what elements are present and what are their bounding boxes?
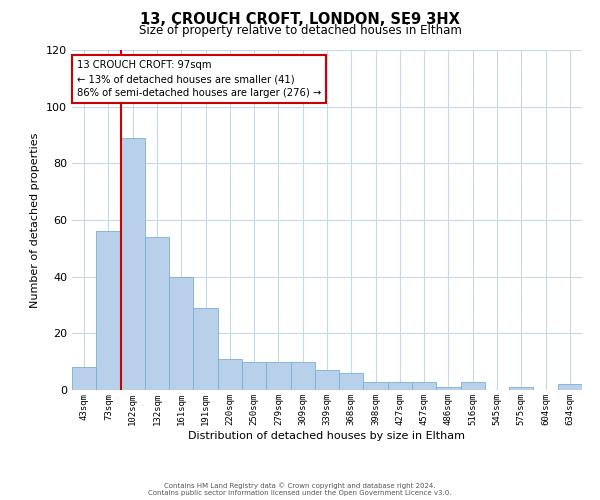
Bar (290, 362, 315, 390)
Y-axis label: Number of detached properties: Number of detached properties (31, 132, 40, 308)
Bar (169, 276, 193, 390)
Bar (193, 308, 218, 390)
Bar (339, 373, 364, 390)
Text: 13 CROUCH CROFT: 97sqm
← 13% of detached houses are smaller (41)
86% of semi-det: 13 CROUCH CROFT: 97sqm ← 13% of detached… (77, 60, 322, 98)
Text: Contains public sector information licensed under the Open Government Licence v3: Contains public sector information licen… (148, 490, 452, 496)
Bar (96, 232, 121, 390)
Text: Contains HM Land Registry data © Crown copyright and database right 2024.: Contains HM Land Registry data © Crown c… (164, 482, 436, 489)
Bar (121, 138, 145, 390)
Bar (145, 237, 169, 390)
Bar (266, 362, 290, 390)
Text: 13, CROUCH CROFT, LONDON, SE9 3HX: 13, CROUCH CROFT, LONDON, SE9 3HX (140, 12, 460, 28)
Bar (461, 382, 485, 390)
Text: Size of property relative to detached houses in Eltham: Size of property relative to detached ho… (139, 24, 461, 37)
Bar (218, 359, 242, 390)
Bar (509, 387, 533, 390)
Bar (412, 382, 436, 390)
Bar (242, 362, 266, 390)
Bar (315, 370, 339, 390)
Bar (558, 384, 582, 390)
Bar (436, 387, 461, 390)
Bar (72, 368, 96, 390)
Bar (364, 382, 388, 390)
Bar (388, 382, 412, 390)
X-axis label: Distribution of detached houses by size in Eltham: Distribution of detached houses by size … (188, 430, 466, 440)
